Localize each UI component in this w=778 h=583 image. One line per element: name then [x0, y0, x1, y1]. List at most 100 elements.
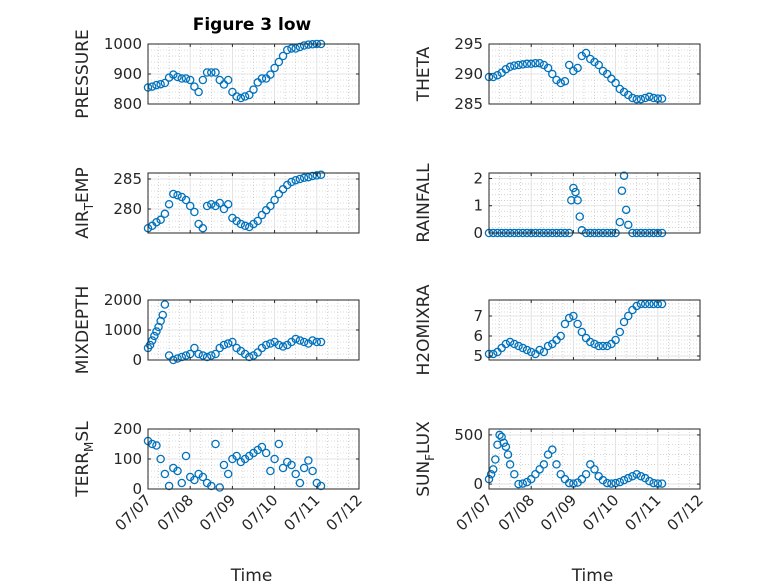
y-tick-label: 800 — [113, 95, 142, 113]
data-point — [299, 463, 309, 473]
data-point — [493, 70, 502, 80]
x-tick-label: 07/07 — [453, 491, 496, 534]
data-point — [526, 347, 536, 357]
data-point — [257, 442, 267, 452]
grid — [147, 172, 360, 234]
y-tick-label: 1 — [473, 197, 483, 215]
y-tick-label: 6 — [473, 327, 483, 345]
y-tick-label: 0 — [473, 224, 483, 242]
data-point — [270, 63, 279, 73]
data-point — [501, 442, 511, 451]
data-point — [266, 201, 275, 211]
data-point — [274, 340, 284, 350]
data-point — [571, 187, 580, 197]
data-point — [223, 339, 233, 348]
data-point — [602, 69, 612, 79]
data-point — [181, 351, 191, 360]
data-point — [278, 463, 288, 473]
data-point — [299, 41, 309, 50]
axes-box — [147, 172, 360, 234]
y-tick-label: 0 — [132, 480, 142, 498]
y-axis-label: H2OMIXRA — [414, 284, 434, 375]
data-point — [253, 348, 262, 357]
data-point — [621, 205, 631, 215]
series-markers — [484, 299, 667, 359]
y-axis-label: PRESSURE — [73, 29, 93, 118]
data-point — [219, 80, 229, 89]
data-point — [147, 336, 157, 345]
data-point — [169, 70, 178, 79]
y-axis-label: MIXDEPTH — [73, 286, 93, 375]
data-point — [295, 478, 305, 488]
data-point — [198, 351, 208, 360]
data-point — [488, 465, 498, 474]
y-tick-label: 1000 — [104, 35, 142, 53]
data-point — [598, 341, 608, 351]
data-point — [181, 74, 191, 83]
data-point — [219, 340, 229, 350]
data-point — [615, 327, 625, 337]
data-point — [198, 223, 208, 233]
data-point — [257, 210, 267, 220]
data-point — [295, 174, 305, 184]
axes-h2omixra: 5 6 7 H2OMIXRA — [414, 284, 701, 376]
data-point — [543, 341, 553, 351]
data-point — [198, 75, 208, 85]
data-point — [611, 78, 620, 88]
data-point — [526, 474, 536, 484]
data-point — [535, 465, 544, 474]
data-point — [287, 177, 296, 187]
data-point — [556, 78, 565, 88]
data-point — [190, 82, 199, 91]
series-markers — [484, 430, 667, 489]
data-point — [150, 331, 159, 341]
data-point — [488, 72, 498, 82]
data-point — [316, 337, 326, 347]
data-point — [632, 94, 641, 104]
data-point — [291, 175, 300, 185]
data-point — [240, 92, 250, 101]
data-point — [514, 60, 523, 70]
data-point — [575, 212, 584, 221]
data-point — [219, 460, 229, 470]
y-tick-label: 285 — [113, 170, 142, 188]
data-point — [619, 317, 629, 327]
x-tick-label: 07/10 — [579, 491, 622, 534]
data-point — [145, 340, 155, 350]
data-point — [535, 345, 544, 355]
data-point — [190, 475, 199, 485]
data-point — [649, 93, 658, 103]
data-point — [266, 466, 275, 476]
data-point — [312, 337, 322, 347]
data-point — [628, 93, 637, 103]
data-point — [173, 190, 182, 200]
data-point — [505, 337, 515, 347]
data-point — [569, 183, 578, 193]
x-tick-label: 07/12 — [664, 491, 707, 534]
data-point — [548, 445, 557, 454]
data-point — [581, 469, 591, 479]
data-point — [564, 60, 574, 70]
data-point — [185, 75, 195, 85]
data-point — [232, 451, 241, 461]
axes-pressure: 800 900 1000 PRESSURE — [73, 29, 360, 119]
data-point — [308, 466, 317, 476]
x-tick-label: 07/08 — [154, 491, 197, 534]
axes-terr-msl: 010020007/0707/0807/0907/1007/1107/12Tim… — [73, 420, 366, 583]
data-point — [152, 327, 161, 336]
data-point — [586, 337, 595, 347]
data-point — [215, 75, 224, 85]
x-tick-label: 07/09 — [196, 491, 239, 534]
y-axis-label: TERRMSL — [73, 421, 96, 498]
data-point — [249, 85, 258, 94]
data-point — [177, 74, 187, 83]
x-tick-label: 07/08 — [495, 491, 538, 534]
data-point — [190, 343, 199, 353]
data-point — [617, 186, 627, 195]
data-point — [194, 87, 203, 97]
data-point — [261, 448, 271, 458]
data-point — [291, 44, 300, 53]
data-point — [602, 478, 612, 488]
data-point — [190, 207, 199, 217]
